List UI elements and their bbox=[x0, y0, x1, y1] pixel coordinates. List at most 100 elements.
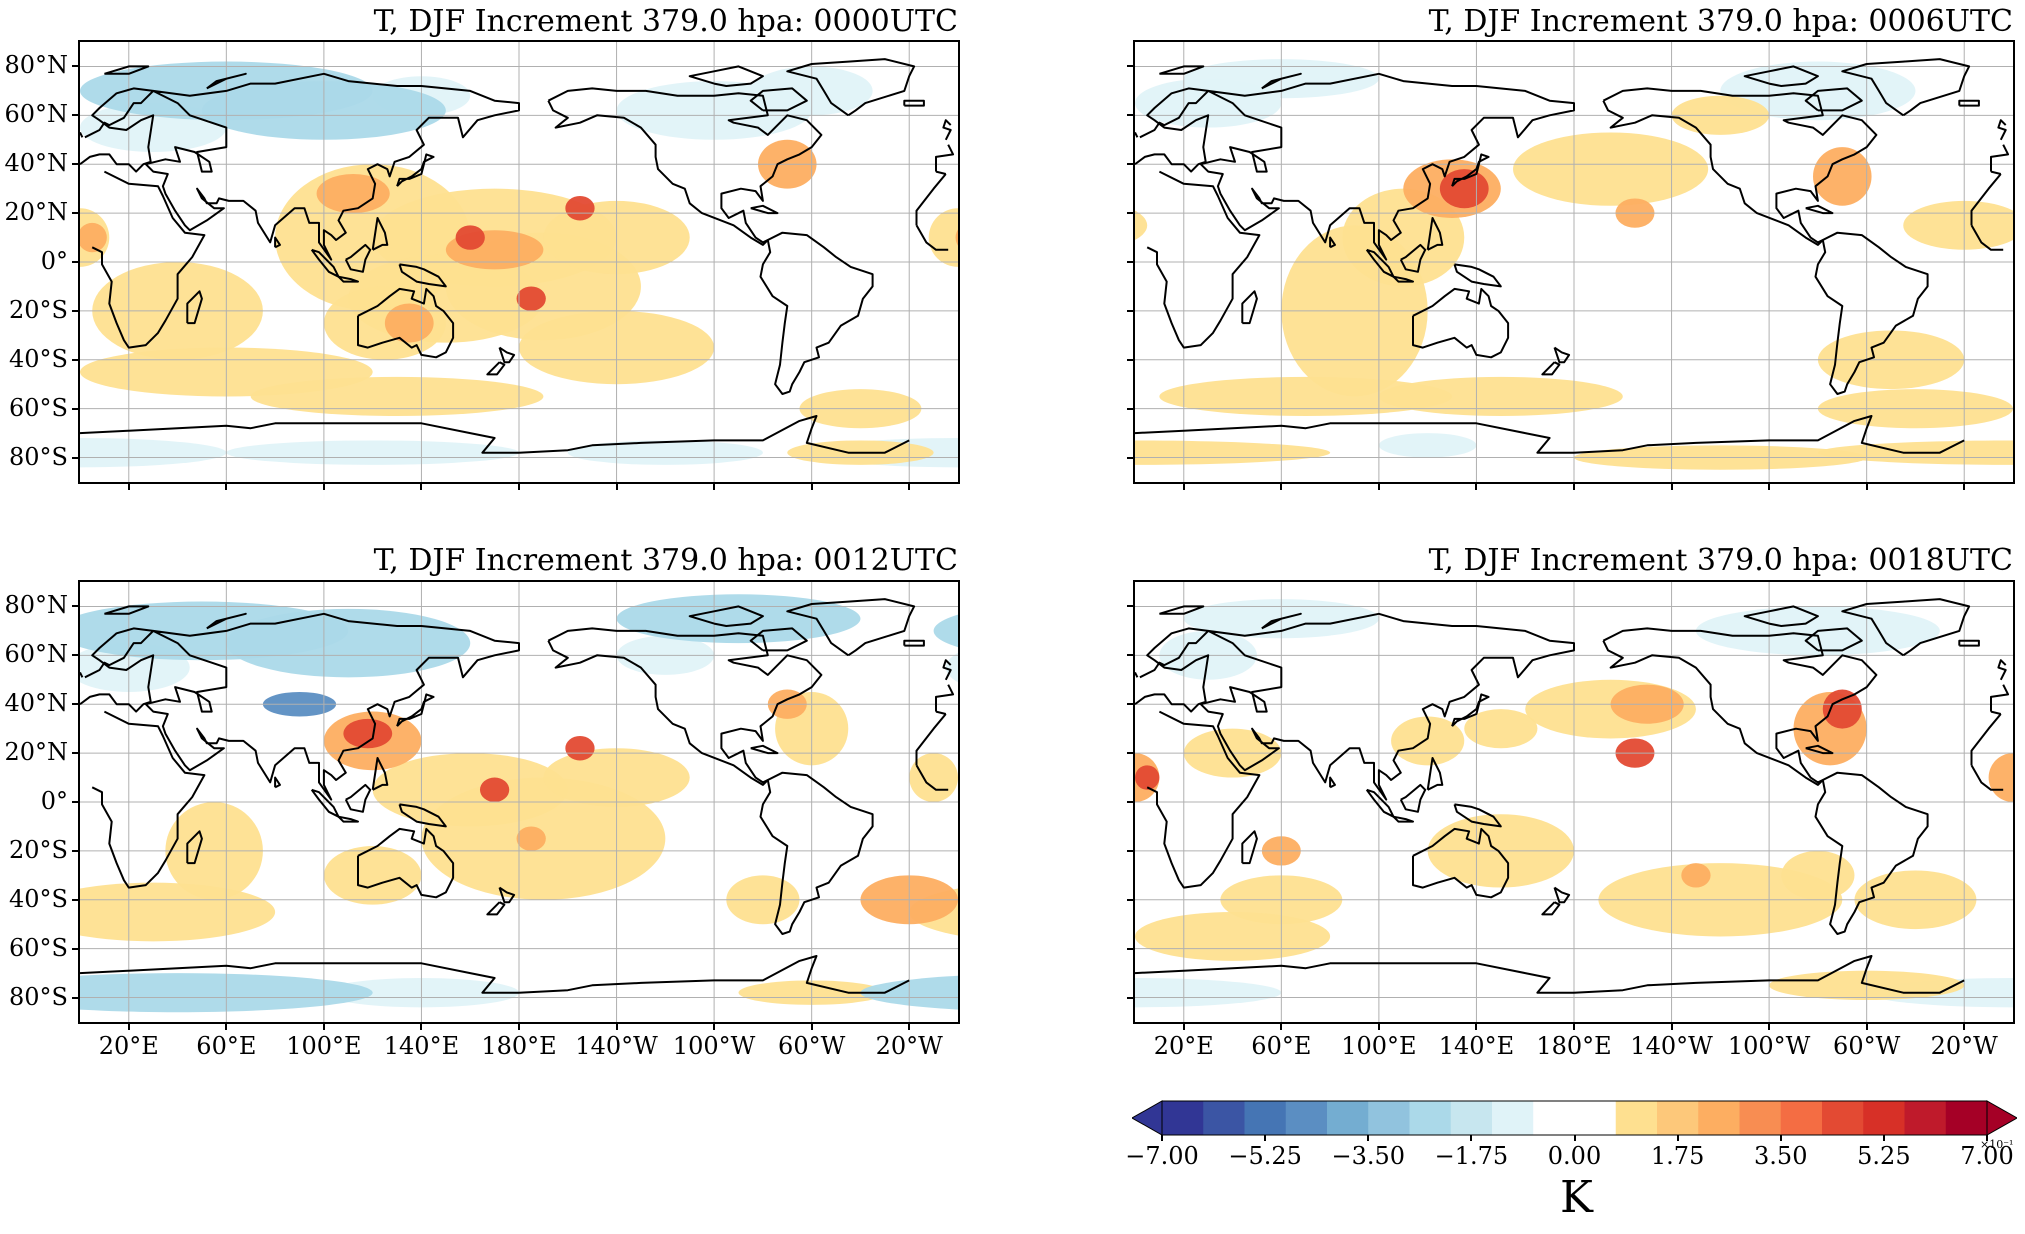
lon-tick bbox=[1573, 1024, 1575, 1030]
colorbar-segment bbox=[1904, 1101, 1947, 1135]
coastline bbox=[1958, 639, 1980, 647]
lon-label: 140°W bbox=[575, 1032, 658, 1060]
colorbar-segment bbox=[1203, 1101, 1245, 1135]
coastlines bbox=[1135, 598, 2010, 994]
increment-patch bbox=[1822, 689, 1862, 729]
lon-tick bbox=[1182, 484, 1185, 490]
increment-patch bbox=[1378, 433, 1477, 458]
increment-patch bbox=[323, 846, 422, 905]
colorbar-segment bbox=[1533, 1101, 1575, 1135]
coastline bbox=[1453, 803, 1502, 828]
lat-tick bbox=[1127, 752, 1133, 755]
coastline bbox=[274, 776, 281, 789]
colorbar-tick-label: 3.50 bbox=[1754, 1142, 1808, 1170]
increment-patch bbox=[384, 303, 434, 343]
lon-label: 20°E bbox=[98, 1032, 159, 1060]
lon-tick bbox=[518, 484, 520, 490]
coastlines bbox=[80, 598, 955, 994]
lat-tick bbox=[72, 114, 78, 117]
coastline bbox=[80, 131, 84, 138]
lat-tick bbox=[72, 849, 78, 852]
increment-patch bbox=[1135, 978, 1282, 1008]
lon-label: 140°E bbox=[383, 1032, 460, 1060]
lat-tick bbox=[1127, 849, 1133, 852]
lat-tick bbox=[72, 309, 78, 312]
map-panel-0018utc bbox=[1133, 580, 2015, 1024]
lon-tick bbox=[1475, 484, 1478, 490]
coastline bbox=[1990, 170, 2002, 175]
increment-patch bbox=[226, 440, 520, 465]
lat-tick bbox=[72, 752, 78, 755]
coastline bbox=[547, 627, 823, 786]
lon-tick bbox=[1865, 484, 1868, 490]
lat-tick bbox=[1127, 358, 1133, 361]
lat-label: 60°N bbox=[4, 100, 68, 129]
lon-tick bbox=[615, 1024, 618, 1030]
colorbar-tick-label: 5.25 bbox=[1857, 1142, 1911, 1170]
increment-patch bbox=[1681, 863, 1711, 888]
increment-patch bbox=[565, 196, 595, 221]
colorbar-extend-min bbox=[1130, 1100, 1163, 1136]
colorbar-segment bbox=[1615, 1101, 1658, 1135]
colorbar-tick bbox=[1264, 1135, 1267, 1141]
increment-patch bbox=[945, 652, 958, 683]
increment-patch bbox=[80, 882, 276, 942]
colorbar-tick-label: 0.00 bbox=[1547, 1142, 1602, 1170]
coastline bbox=[274, 236, 281, 249]
coastline bbox=[1426, 217, 1444, 251]
coastline bbox=[759, 771, 874, 935]
coastline bbox=[915, 764, 949, 791]
lon-label: 100°E bbox=[286, 1032, 362, 1060]
coastline bbox=[1997, 659, 2007, 681]
coastline bbox=[396, 153, 435, 187]
coastline bbox=[1602, 627, 1878, 786]
coastline bbox=[1412, 287, 1510, 359]
graticule bbox=[80, 582, 958, 1022]
coastline bbox=[1970, 713, 2002, 766]
colorbar-segment bbox=[1450, 1101, 1493, 1135]
increment-patch bbox=[1813, 147, 1872, 206]
lon-tick bbox=[908, 1024, 911, 1030]
panel-title-0018utc: T, DJF Increment 379.0 hpa: 0018UTC bbox=[1428, 543, 2013, 578]
lat-label: 20°N bbox=[4, 198, 68, 227]
lon-tick bbox=[1963, 484, 1966, 490]
colorbar-segment bbox=[1822, 1101, 1864, 1135]
coastline bbox=[1329, 236, 1336, 249]
coastline bbox=[935, 710, 947, 715]
lat-label: 80°S bbox=[9, 442, 68, 471]
coastline bbox=[1997, 119, 2007, 141]
increment-patch bbox=[80, 222, 107, 253]
coastline bbox=[903, 639, 925, 647]
colorbar-segment bbox=[1698, 1101, 1740, 1135]
lon-label: 20°E bbox=[1153, 1032, 1214, 1060]
colorbar-tick-label: −7.00 bbox=[1125, 1142, 1199, 1170]
coastline bbox=[1990, 144, 2010, 172]
coastline bbox=[1451, 153, 1490, 187]
coastline bbox=[749, 627, 808, 652]
lon-tick bbox=[1963, 1024, 1966, 1030]
increment-patch bbox=[316, 174, 390, 214]
lat-label: 60°N bbox=[4, 640, 68, 669]
colorbar-segment bbox=[1285, 1101, 1328, 1135]
coastline bbox=[915, 224, 949, 251]
colorbar-segment bbox=[1863, 1101, 1905, 1135]
increment-patch bbox=[1135, 765, 1160, 790]
coastline bbox=[486, 361, 506, 376]
coastline bbox=[337, 275, 359, 283]
coastline bbox=[1841, 598, 1971, 657]
coastline bbox=[1412, 827, 1510, 899]
coastline bbox=[1970, 173, 2002, 226]
coastline bbox=[935, 170, 947, 175]
coastline bbox=[1990, 684, 2010, 712]
colorbar-segment bbox=[1657, 1101, 1699, 1135]
coastline bbox=[310, 788, 340, 818]
coastline bbox=[518, 955, 910, 994]
lon-label: 20°W bbox=[1930, 1032, 1998, 1060]
lat-tick bbox=[1127, 407, 1133, 410]
coastline bbox=[1392, 815, 1414, 823]
colorbar-unit: K bbox=[1560, 1172, 1593, 1223]
coastline bbox=[398, 263, 447, 288]
increment-patch bbox=[955, 229, 958, 246]
coastline bbox=[1159, 65, 1205, 75]
coastline bbox=[80, 671, 84, 678]
